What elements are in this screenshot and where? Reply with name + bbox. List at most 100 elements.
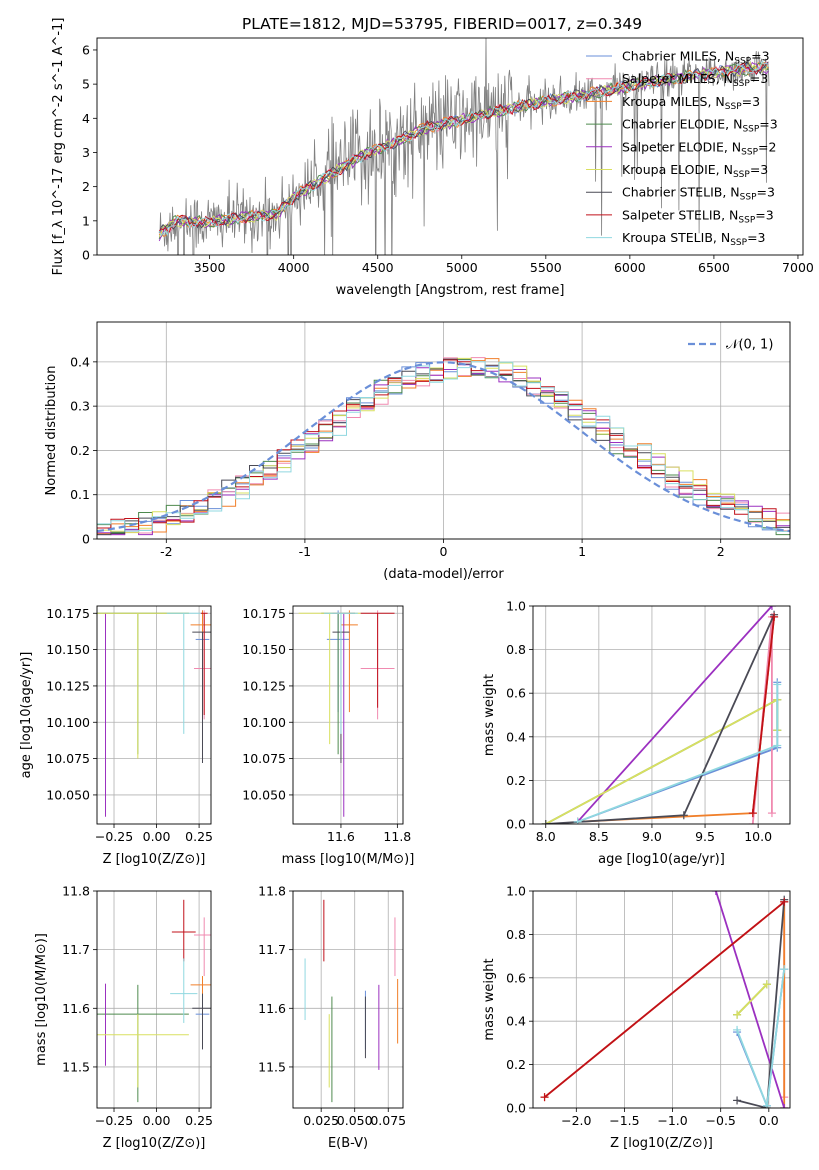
legend-entry: Salpeter STELIB, NSSP=3	[622, 207, 774, 225]
y-tick-label: 11.6	[62, 1001, 90, 1016]
legend-entry: Kroupa STELIB, NSSP=3	[622, 230, 766, 248]
x-tick-label: 0.025	[303, 1113, 339, 1128]
legend-subscript: SSP	[734, 57, 751, 67]
x-tick-label: 4000	[278, 260, 310, 275]
x-tick-label: 7000	[782, 260, 814, 275]
y-tick-label: 11.5	[62, 1059, 90, 1074]
legend-model-name: Kroupa MILES, N	[622, 94, 725, 109]
legend-model-name: Salpeter ELODIE, N	[622, 139, 741, 154]
y-tick-label: 10.100	[242, 715, 286, 730]
axes-frame	[532, 890, 791, 1109]
errorbar-plot-area	[97, 899, 211, 1103]
legend-subscript: SSP	[725, 102, 742, 112]
axes-frame	[292, 605, 404, 825]
weight-series-line	[544, 901, 785, 1098]
mass-vs-Z-chart: −0.25 0.00 0.25 11.5 11.6 11.7 11.8 Z [log10(Z/…	[34, 884, 213, 1152]
y-tick-label: 10.050	[242, 787, 286, 802]
x-tick-label: 0.00	[143, 1113, 171, 1128]
y-tick-label: 0.2	[506, 773, 526, 788]
x-tick-label: 0.25	[185, 829, 213, 844]
y-tick-label: 0.4	[506, 1014, 526, 1029]
x-tick-label: 0.050	[337, 1113, 373, 1128]
legend-model-name: Kroupa STELIB, N	[622, 230, 730, 245]
y-tick-label: 0.1	[70, 487, 90, 502]
x-tick-label: 11.8	[383, 829, 411, 844]
x-tick-label: 6500	[698, 260, 730, 275]
y-axis-label: Normed distribution	[44, 366, 59, 496]
x-tick-label: 0.075	[370, 1113, 406, 1128]
x-tick-label: 0.0	[759, 1113, 779, 1128]
residual-histogram-line	[97, 359, 790, 532]
y-tick-label: 0.3	[70, 399, 90, 414]
y-tick-label: 10.150	[46, 642, 90, 657]
y-tick-label: 10.050	[46, 787, 90, 802]
x-tick-label: 9.5	[695, 829, 715, 844]
x-axis-label: age [log10(age/yr)]	[598, 852, 725, 867]
y-tick-label: 10.075	[46, 751, 90, 766]
legend-entry: Chabrier ELODIE, NSSP=3	[622, 117, 778, 135]
y-tick-label: 0.4	[506, 729, 526, 744]
legend-count: =3	[751, 49, 769, 64]
spectrum-plot-area	[158, 38, 770, 255]
x-axis-label: (data-model)/error	[383, 567, 504, 582]
x-tick-label: 0.00	[143, 829, 171, 844]
x-tick-label: 6000	[614, 260, 646, 275]
weight-series-line	[577, 682, 779, 823]
y-axis-label: mass [log10(M/M⊙)]	[34, 933, 49, 1066]
y-tick-label: 0.2	[70, 443, 90, 458]
legend-subscript: SSP	[741, 147, 758, 157]
y-tick-label: 6	[82, 42, 90, 57]
x-axis-label: wavelength [Angstrom, rest frame]	[336, 283, 565, 298]
x-tick-label: −1.5	[609, 1113, 639, 1128]
y-tick-label: 10.150	[242, 642, 286, 657]
legend-count: =3	[759, 117, 777, 132]
legend-entry: Salpeter ELODIE, NSSP=2	[622, 139, 776, 157]
spectrum-model-line	[158, 62, 769, 233]
legend-model-name: Kroupa ELODIE, N	[622, 162, 733, 177]
y-tick-label: 11.6	[258, 1001, 286, 1016]
weight-series-line	[736, 899, 786, 1108]
legend-count: =3	[747, 230, 765, 245]
errorbar-plot-area	[304, 899, 399, 1103]
x-tick-label: 2	[717, 544, 725, 559]
y-tick-label: 3	[82, 145, 90, 160]
y-tick-label: 4	[82, 111, 90, 126]
x-tick-label: 1	[578, 544, 586, 559]
weight-series-line	[751, 616, 775, 814]
legend-entry: Kroupa MILES, NSSP=3	[622, 94, 760, 112]
y-tick-label: 1.0	[506, 599, 526, 614]
y-tick-label: 0.8	[506, 642, 526, 657]
x-tick-label: 8.0	[536, 829, 556, 844]
weight-vs-age-chart: 8.0 8.5 9.0 9.5 10.0 0.0 0.2 0.4 0.6 0.8 1.0 age [l…	[482, 599, 791, 867]
y-tick-label: 10.100	[46, 715, 90, 730]
weight-plot-area	[541, 606, 782, 824]
y-tick-label: 10.175	[242, 606, 286, 621]
legend-model-name: Chabrier MILES, N	[622, 49, 734, 64]
legend-entry: Kroupa ELODIE, NSSP=3	[622, 162, 768, 180]
legend-count: =2	[758, 139, 776, 154]
residuals-plot-area	[97, 357, 790, 536]
y-tick-label: 10.175	[46, 606, 90, 621]
x-axis-label: Z [log10(Z/Z⊙)]	[103, 852, 206, 867]
axes-frame	[96, 37, 804, 256]
axes-frame	[96, 321, 791, 540]
x-tick-label: 11.6	[327, 829, 355, 844]
weight-series-line	[545, 698, 779, 824]
spectrum-model-line	[158, 60, 769, 237]
legend-subscript: SSP	[733, 170, 750, 180]
y-tick-label: 1.0	[506, 884, 526, 899]
gaussian-curve	[97, 361, 790, 533]
y-tick-label: 10.125	[242, 678, 286, 693]
legend-count: =3	[755, 207, 773, 222]
y-tick-label: 0.6	[506, 970, 526, 985]
y-tick-label: 10.125	[46, 678, 90, 693]
x-tick-label: −1.0	[657, 1113, 687, 1128]
age-vs-mass-chart: 11.6 11.8 10.050 10.075 10.100 10.125 10.150 10…	[242, 605, 414, 867]
y-tick-label: 0	[82, 248, 90, 263]
age-vs-Z-chart: −0.25 0.00 0.25 10.050 10.075 10.100 10.125 10.…	[19, 605, 213, 867]
x-tick-label: 5500	[530, 260, 562, 275]
figure-title: PLATE=1812, MJD=53795, FIBERID=0017, z=0…	[242, 15, 642, 33]
spectrum-chart: 3500 4000 4500 5000 5500 6000 6500 7000 0 1 2 3 4 5 6 w…	[51, 18, 814, 298]
